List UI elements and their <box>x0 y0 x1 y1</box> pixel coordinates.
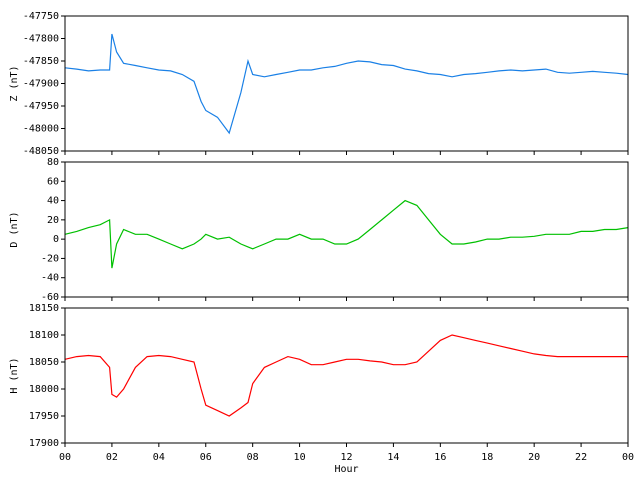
y-tick-label: 18000 <box>29 384 59 395</box>
y-tick-label: -60 <box>41 292 59 303</box>
x-tick-label: 20 <box>528 452 540 463</box>
x-tick-label: 00 <box>59 452 71 463</box>
y-tick-label: 60 <box>47 176 59 187</box>
data-line <box>64 334 628 417</box>
plot-frame <box>64 307 629 444</box>
x-tick-label: 10 <box>294 452 306 463</box>
y-tick-label: -47850 <box>23 56 59 67</box>
plot-frame <box>64 15 629 152</box>
y-tick-label: 18150 <box>29 303 59 314</box>
y-axis-label: H (nT) <box>9 357 20 393</box>
y-tick-label: -47950 <box>23 101 59 112</box>
y-tick-label: 0 <box>53 234 59 245</box>
y-tick-label: -48000 <box>23 124 59 135</box>
data-line <box>64 33 629 135</box>
y-tick-label: 17950 <box>29 411 59 422</box>
y-axis-label: Z (nT) <box>9 65 20 101</box>
y-tick-label: 17900 <box>29 438 59 449</box>
x-tick-label: 06 <box>200 452 212 463</box>
plot-frame <box>64 161 629 298</box>
x-tick-label: 14 <box>387 452 399 463</box>
x-axis-label: Hour <box>334 464 358 475</box>
y-tick-label: -20 <box>41 253 59 264</box>
y-tick-label: 18050 <box>29 357 59 368</box>
x-tick-label: 18 <box>481 452 493 463</box>
y-tick-label: -47900 <box>23 79 59 90</box>
y-tick-label: -47750 <box>23 11 59 22</box>
x-tick-label: 12 <box>340 452 352 463</box>
x-tick-label: 00 <box>622 452 634 463</box>
y-tick-label: 80 <box>47 157 59 168</box>
y-axis-label: D (nT) <box>9 211 20 247</box>
y-tick-label: 18100 <box>29 330 59 341</box>
data-line <box>64 199 629 269</box>
y-tick-label: 40 <box>47 196 59 207</box>
x-tick-label: 02 <box>106 452 118 463</box>
x-tick-label: 04 <box>153 452 165 463</box>
x-tick-label: 08 <box>247 452 259 463</box>
y-tick-label: 20 <box>47 215 59 226</box>
y-tick-label: -48050 <box>23 146 59 157</box>
x-tick-label: 16 <box>434 452 446 463</box>
y-tick-label: -47800 <box>23 34 59 45</box>
x-tick-label: 22 <box>575 452 587 463</box>
y-tick-label: -40 <box>41 273 59 284</box>
